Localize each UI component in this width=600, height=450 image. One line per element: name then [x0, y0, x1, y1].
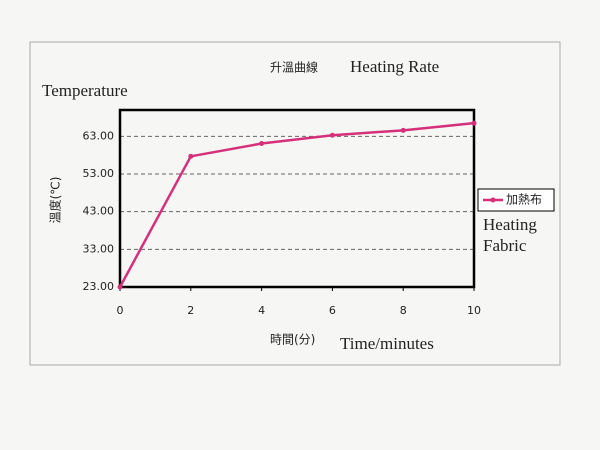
y-tick-label: 43.00 [83, 205, 115, 218]
data-point [471, 120, 477, 126]
data-point [117, 284, 123, 290]
chart-title-translation: Heating Rate [350, 57, 439, 76]
legend-label: 加熱布 [506, 193, 542, 207]
data-point [400, 127, 406, 133]
legend-box [477, 188, 555, 212]
plot-frame [118, 108, 476, 289]
x-tick-label: 6 [329, 304, 336, 317]
x-tick-label: 10 [467, 304, 481, 317]
y-label-translation: Temperature [42, 81, 128, 100]
outer-frame [29, 41, 561, 366]
data-point [188, 153, 194, 159]
y-tick-label: 33.00 [83, 242, 115, 255]
series-line [118, 121, 475, 288]
x-label: 時間(分) [270, 333, 315, 347]
legend-swatch-point [490, 197, 496, 203]
y-tick-label: 23.00 [83, 280, 115, 293]
legend-label-translation: Fabric [483, 236, 527, 255]
x-tick-label: 0 [117, 304, 124, 317]
y-label: 溫度(℃) [48, 177, 63, 224]
legend-label-translation: Heating [483, 215, 537, 234]
x-tick-label: 4 [258, 304, 265, 317]
y-tick-label: 63.00 [83, 129, 115, 142]
data-point [259, 141, 265, 147]
y-tick-label: 53.00 [83, 167, 115, 180]
x-label-translation: Time/minutes [340, 334, 434, 353]
x-tick-label: 8 [400, 304, 407, 317]
chart-title: 升溫曲線 [270, 60, 318, 75]
data-point [329, 132, 335, 138]
x-tick-label: 2 [187, 304, 194, 317]
